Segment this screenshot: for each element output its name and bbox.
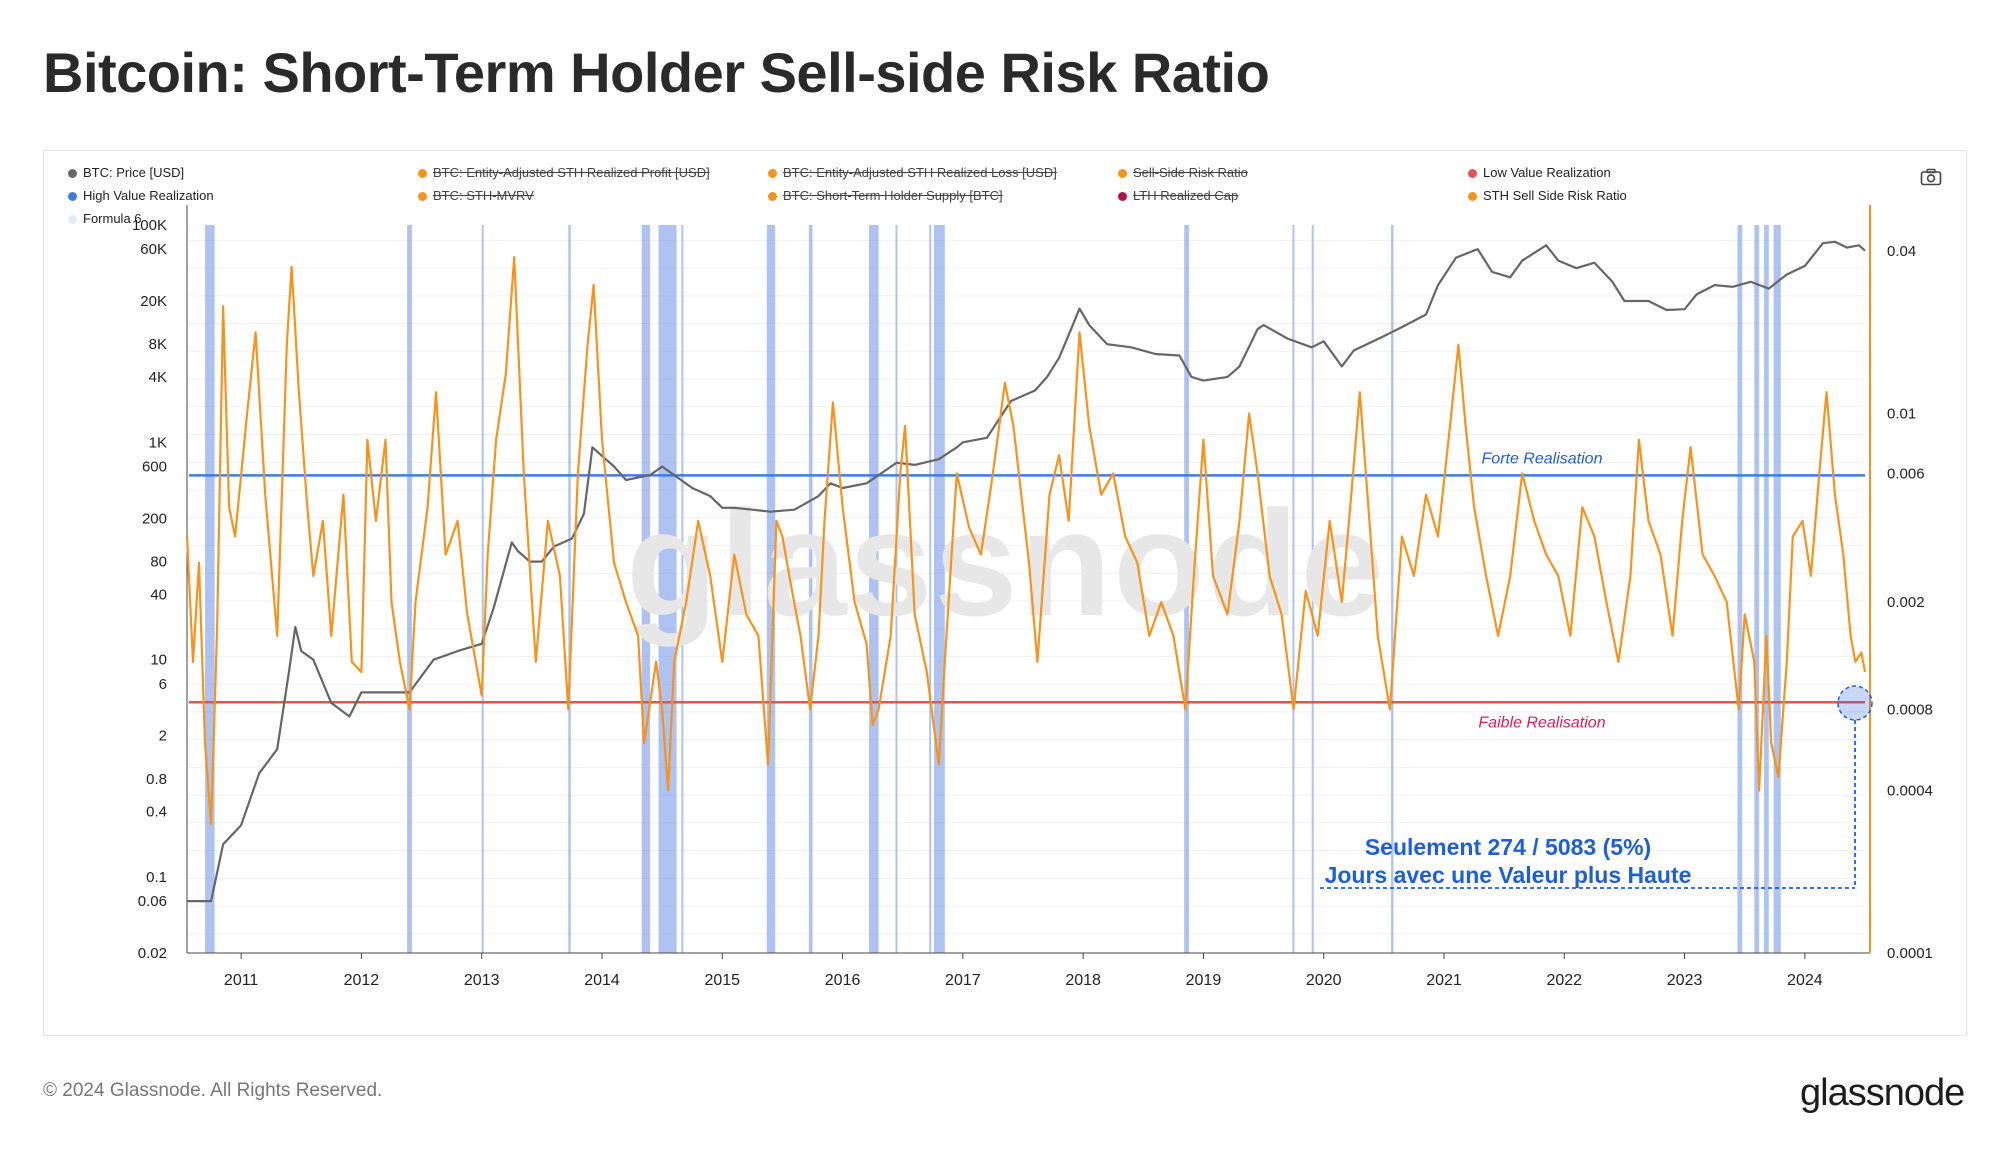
legend-label: BTC: STH-MVRV	[433, 188, 534, 203]
legend-item[interactable]: STH Sell Side Risk Ratio	[1468, 188, 1627, 203]
legend-swatch	[1118, 169, 1127, 178]
legend-label: BTC: Short-Term Holder Supply [BTC]	[783, 188, 1003, 203]
legend-swatch	[418, 192, 427, 201]
legend-swatch	[68, 192, 77, 201]
legend-item[interactable]: High Value Realization	[68, 188, 214, 203]
legend-label: High Value Realization	[83, 188, 214, 203]
legend-swatch	[418, 169, 427, 178]
legend-swatch	[768, 169, 777, 178]
legend-label: BTC: Entity-Adjusted STH Realized Profit…	[433, 165, 710, 180]
legend-label: Sell-Side Risk Ratio	[1133, 165, 1248, 180]
legend-item[interactable]: BTC: Entity-Adjusted STH Realized Profit…	[418, 165, 710, 180]
legend-swatch	[1468, 192, 1477, 201]
legend-item[interactable]: BTC: Short-Term Holder Supply [BTC]	[768, 188, 1003, 203]
legend-label: LTH Realized Cap	[1133, 188, 1239, 203]
legend-item[interactable]: Sell-Side Risk Ratio	[1118, 165, 1248, 180]
legend-item[interactable]: Low Value Realization	[1468, 165, 1611, 180]
legend-item[interactable]: BTC: Price [USD]	[68, 165, 184, 180]
chart-panel	[43, 150, 1967, 1036]
legend-item[interactable]: BTC: STH-MVRV	[418, 188, 534, 203]
legend-label: Formula 6	[83, 211, 142, 226]
camera-icon[interactable]	[1920, 168, 1942, 186]
legend-swatch	[1118, 192, 1127, 201]
legend-label: BTC: Entity-Adjusted STH Realized Loss […	[783, 165, 1057, 180]
legend-swatch	[68, 169, 77, 178]
legend-swatch	[1468, 169, 1477, 178]
legend-label: Low Value Realization	[1483, 165, 1611, 180]
legend-item[interactable]: BTC: Entity-Adjusted STH Realized Loss […	[768, 165, 1057, 180]
legend-swatch	[68, 215, 77, 224]
legend-item[interactable]: LTH Realized Cap	[1118, 188, 1238, 203]
copyright-footer: © 2024 Glassnode. All Rights Reserved.	[43, 1080, 383, 1101]
legend-swatch	[768, 192, 777, 201]
legend-label: STH Sell Side Risk Ratio	[1483, 188, 1627, 203]
legend-item[interactable]: Formula 6	[68, 211, 142, 226]
glassnode-logo: glassnode	[1800, 1072, 1965, 1114]
legend-label: BTC: Price [USD]	[83, 165, 185, 180]
page-title: Bitcoin: Short-Term Holder Sell-side Ris…	[43, 41, 1270, 104]
